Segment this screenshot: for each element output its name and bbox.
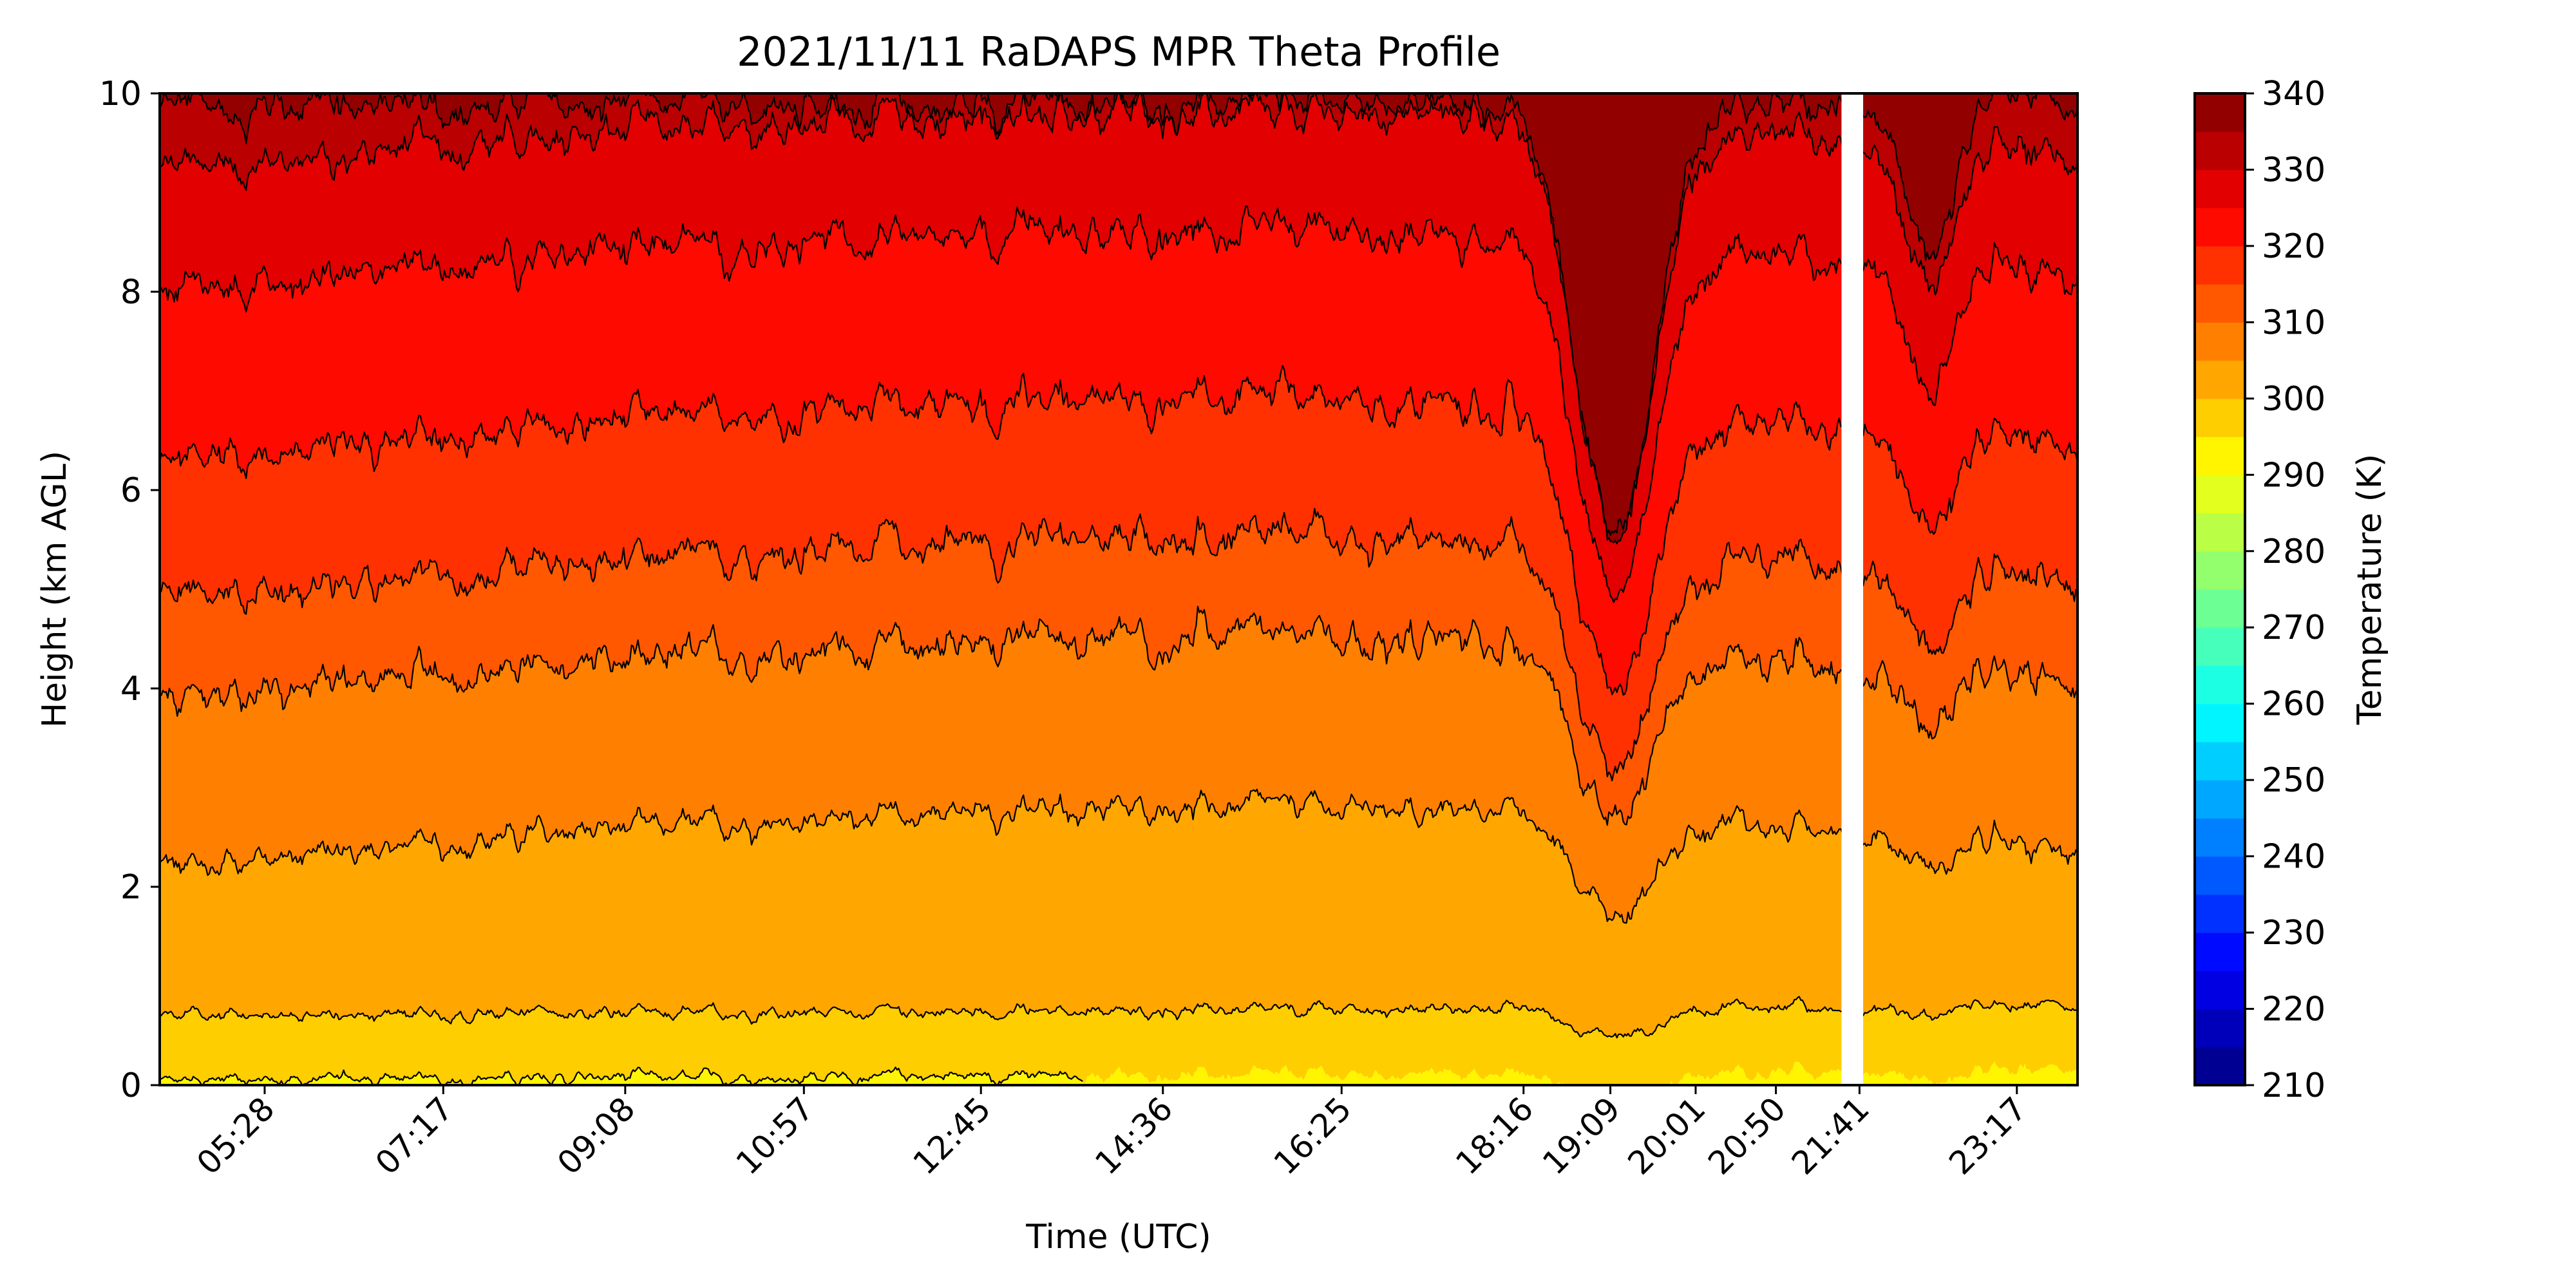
plot-frame xyxy=(158,92,2079,1086)
colorbar-tick-label: 220 xyxy=(2262,990,2325,1029)
colorbar-tick-label: 340 xyxy=(2262,75,2325,113)
chart-title: 2021/11/11 RaDAPS MPR Theta Profile xyxy=(737,28,1501,75)
colorbar-band xyxy=(2195,589,2245,628)
x-axis-label: Time (UTC) xyxy=(1025,1218,1211,1256)
y-tick-label: 4 xyxy=(120,670,142,708)
colorbar-band xyxy=(2195,131,2245,171)
colorbar-label: Temperature (K) xyxy=(2351,454,2389,726)
colorbar-tick-label: 270 xyxy=(2262,609,2325,647)
contour-line xyxy=(160,365,2078,696)
colorbar-band xyxy=(2195,780,2245,819)
colorbar-band xyxy=(2195,971,2245,1010)
colorbar-band xyxy=(2195,1046,2245,1086)
colorbar-band xyxy=(2195,437,2245,475)
colorbar-tick-label: 240 xyxy=(2262,838,2325,876)
colorbar-tick-label: 280 xyxy=(2262,533,2325,571)
contour-line xyxy=(160,93,2078,545)
colorbar-tick-label: 300 xyxy=(2262,380,2325,419)
x-tick-label: 10:57 xyxy=(729,1090,821,1182)
y-tick-label: 10 xyxy=(99,75,142,113)
colorbar-tick-label: 320 xyxy=(2262,227,2325,266)
colorbar-band xyxy=(2195,551,2245,590)
contour-line xyxy=(160,605,2078,826)
colorbar-ticks: 210 220 230 240 250 260 270 280 290 300 310 320 330 3… xyxy=(2245,75,2325,1105)
contour-lines xyxy=(160,93,2078,1085)
colorbar-frame xyxy=(2193,92,2246,1086)
colorbar-tick-label: 210 xyxy=(2262,1066,2325,1105)
colorbar-band xyxy=(2195,513,2245,552)
colorbar-band xyxy=(2195,360,2245,399)
contour-band xyxy=(160,93,2078,603)
contour-line xyxy=(160,507,2078,782)
contour-line xyxy=(160,93,2078,536)
contour-line xyxy=(160,788,2078,924)
x-tick-label: 07:17 xyxy=(368,1090,460,1182)
contour-band xyxy=(160,789,2078,1038)
colorbar-band xyxy=(2195,207,2245,247)
x-tick-label: 09:08 xyxy=(550,1090,642,1182)
y-tick-label: 2 xyxy=(120,868,142,907)
colorbar-band xyxy=(2195,169,2245,209)
x-tick-label: 05:28 xyxy=(190,1090,282,1182)
plot-area xyxy=(158,92,2079,1086)
contour-line xyxy=(160,1066,1083,1085)
contour-band xyxy=(160,366,2078,781)
x-tick-label: 20:01 xyxy=(1621,1090,1713,1182)
colorbar-band xyxy=(2195,245,2245,285)
y-axis-label: Height (km AGL) xyxy=(35,451,74,728)
colorbar-tick-label: 230 xyxy=(2262,914,2325,952)
x-tick-label: 21:41 xyxy=(1785,1090,1877,1182)
y-tick-label: 8 xyxy=(120,273,142,312)
colorbar-tick-label: 310 xyxy=(2262,303,2325,342)
colorbar-band xyxy=(2195,741,2245,781)
contour-fills xyxy=(160,93,2078,1085)
x-tick-label: 18:16 xyxy=(1448,1090,1540,1182)
colorbar-tick-label: 330 xyxy=(2262,151,2325,189)
x-axis: 05:28 07:17 09:08 10:57 12:45 14:36 16:25 18:16… xyxy=(190,1085,2034,1182)
x-tick-label: 23:17 xyxy=(1942,1090,2034,1182)
contour-band xyxy=(160,996,2078,1085)
colorbar-band xyxy=(2195,894,2245,933)
colorbar-band xyxy=(2195,856,2245,895)
colorbar-band xyxy=(2195,627,2245,667)
x-tick-label: 14:36 xyxy=(1088,1090,1180,1182)
y-axis: 0 2 4 6 8 10 xyxy=(99,75,160,1105)
contour-band xyxy=(160,606,2078,923)
colorbar-band xyxy=(2195,398,2245,437)
y-tick-label: 6 xyxy=(120,471,142,510)
contour-band xyxy=(160,93,2078,544)
colorbar-band xyxy=(2195,93,2245,132)
colorbar-band xyxy=(2195,933,2245,971)
x-tick-label: 16:25 xyxy=(1267,1090,1359,1182)
colorbar-band xyxy=(2195,322,2245,361)
colorbar-tick-label: 260 xyxy=(2262,685,2325,724)
contour-band xyxy=(160,508,2078,826)
contour-band xyxy=(160,93,2078,544)
colorbar-band xyxy=(2195,1009,2245,1048)
colorbar-band xyxy=(2195,665,2245,705)
colorbar-band xyxy=(2195,284,2245,323)
contour-line xyxy=(160,996,2078,1039)
contour-band xyxy=(160,1061,2078,1085)
colorbar-bands xyxy=(2195,93,2245,1086)
contour-band xyxy=(160,206,2078,696)
colorbar-tick-label: 290 xyxy=(2262,456,2325,495)
y-tick-label: 0 xyxy=(120,1066,142,1105)
colorbar-tick-label: 250 xyxy=(2262,761,2325,800)
contour-line xyxy=(160,205,2078,603)
x-tick-label: 19:09 xyxy=(1535,1090,1627,1182)
colorbar-band xyxy=(2195,475,2245,514)
colorbar: 210 220 230 240 250 260 270 280 290 300 310 320 330 3… xyxy=(2193,75,2389,1105)
x-tick-label: 12:45 xyxy=(906,1090,998,1182)
colorbar-band xyxy=(2195,703,2245,743)
x-tick-label: 20:50 xyxy=(1701,1090,1793,1182)
data-gap xyxy=(1841,93,1864,1085)
colorbar-band xyxy=(2195,818,2245,857)
